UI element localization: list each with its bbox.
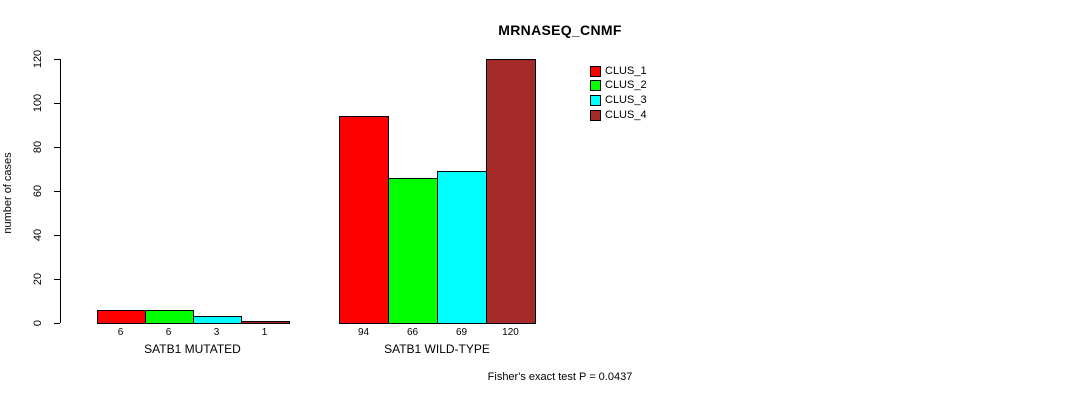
y-axis-tick-label: 80 [32, 140, 44, 154]
legend-item-clus_3: CLUS_3 [590, 94, 647, 106]
legend-item-clus_4: CLUS_4 [590, 109, 647, 121]
y-axis-tick [54, 103, 60, 104]
y-axis-label: number of cases [2, 152, 14, 234]
legend-item-clus_2: CLUS_2 [590, 80, 647, 92]
legend-swatch-icon [590, 65, 601, 77]
bar-clus_1 [96, 310, 146, 324]
bar-value-label: 66 [406, 327, 419, 338]
y-axis-tick [54, 279, 60, 280]
legend-label: CLUS_4 [605, 108, 647, 121]
legend-swatch-icon [590, 80, 601, 92]
legend-item-clus_1: CLUS_1 [590, 65, 647, 77]
legend-swatch-icon [590, 94, 601, 106]
stats-annotation: Fisher's exact test P = 0.0437 [487, 371, 633, 383]
chart-title: MRNASEQ_CNMF [498, 22, 622, 38]
bar-value-label: 1 [261, 327, 268, 338]
legend-swatch-icon [590, 109, 601, 121]
legend-label: CLUS_3 [605, 93, 647, 106]
bar-clus_2 [144, 310, 194, 324]
group-label: SATB1 MUTATED [144, 342, 241, 356]
bar-clus_3 [192, 316, 242, 324]
y-axis-line [60, 59, 61, 323]
bar-value-label: 69 [455, 327, 468, 338]
bar-value-label: 120 [502, 327, 519, 338]
bar-value-label: 6 [165, 327, 172, 338]
y-axis-tick-label: 60 [32, 184, 44, 198]
bar-clus_1 [339, 116, 389, 324]
y-axis-tick [54, 235, 60, 236]
y-axis-tick-label: 20 [32, 272, 44, 286]
bar-clus_3 [437, 171, 487, 324]
y-axis-tick-label: 40 [32, 228, 44, 242]
group-label: SATB1 WILD-TYPE [384, 342, 490, 356]
y-axis-tick-label: 100 [32, 93, 44, 113]
y-axis-tick [54, 147, 60, 148]
bar-clus_4 [240, 321, 290, 324]
y-axis-tick-label: 120 [32, 49, 44, 69]
bar-clus_2 [388, 178, 438, 324]
bar-clus_4 [486, 59, 536, 324]
bar-value-label: 94 [357, 327, 370, 338]
y-axis-tick [54, 191, 60, 192]
bar-value-label: 6 [117, 327, 124, 338]
legend-label: CLUS_2 [605, 79, 647, 92]
bar-value-label: 3 [213, 327, 220, 338]
y-axis-tick-label: 0 [32, 319, 44, 327]
legend-label: CLUS_1 [605, 64, 647, 77]
y-axis-tick [54, 59, 60, 60]
y-axis-tick [54, 323, 60, 324]
